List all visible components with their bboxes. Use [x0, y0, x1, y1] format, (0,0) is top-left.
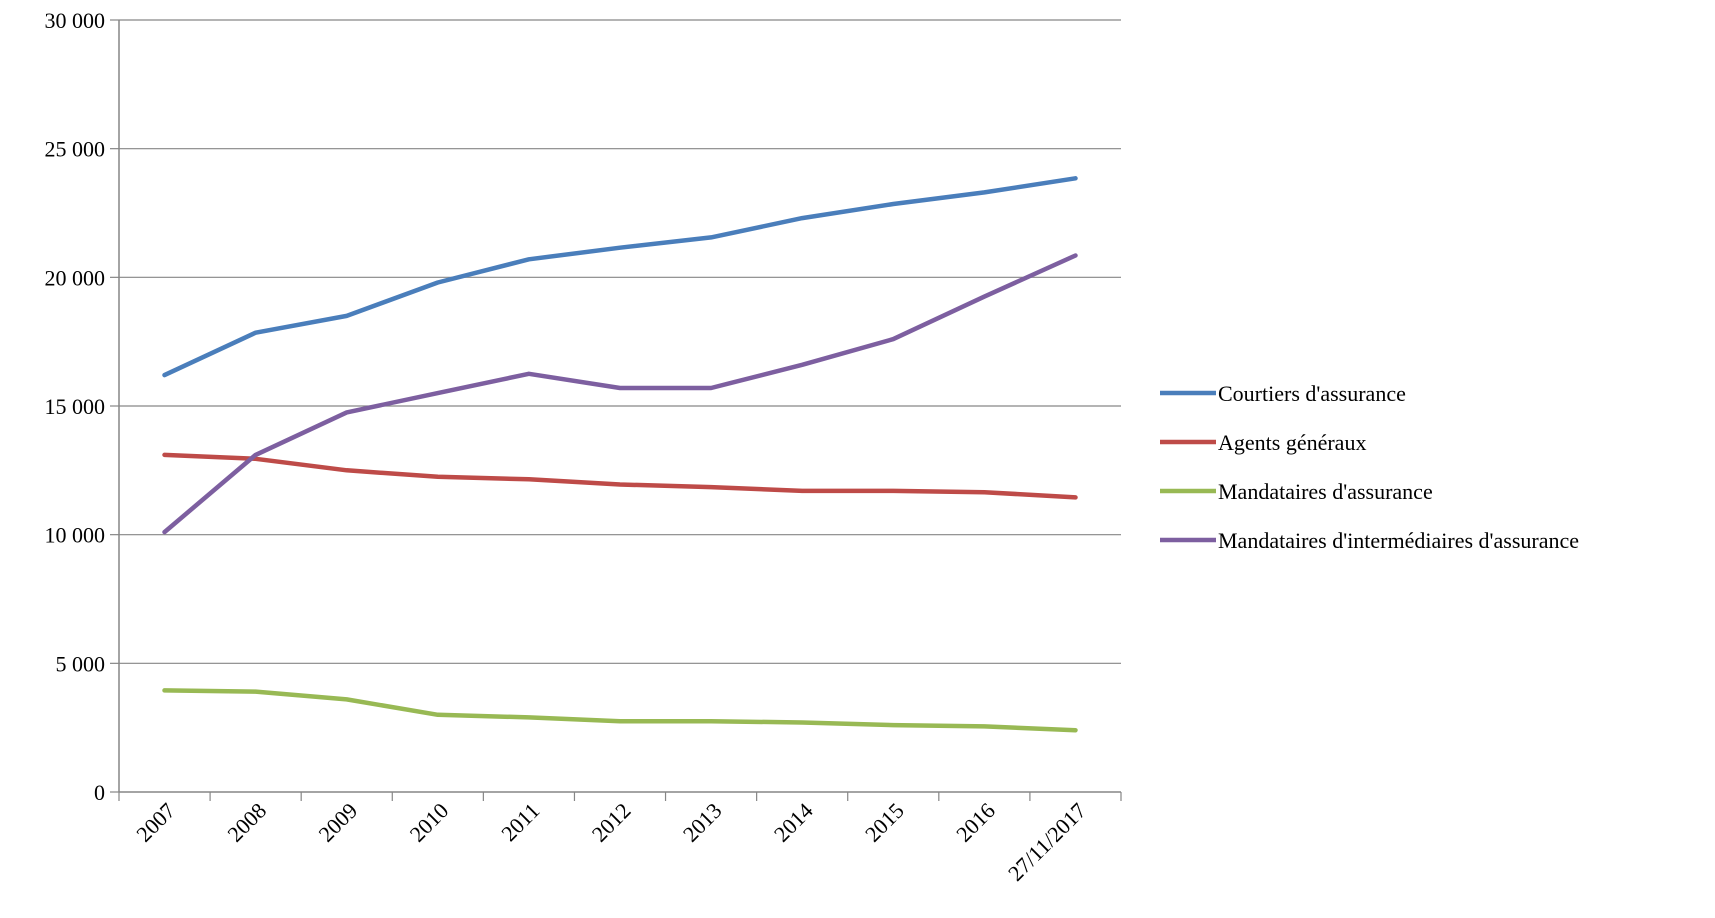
y-tick-label: 0: [94, 780, 105, 805]
y-tick-label: 25 000: [45, 137, 106, 162]
y-tick-label: 10 000: [45, 523, 106, 548]
series-line-4: [162, 253, 1078, 535]
x-tick-label: 2007: [131, 798, 180, 847]
gridlines: [110, 19, 1122, 801]
x-tick-label: 2009: [313, 798, 362, 847]
legend-label-1: Courtiers d'assurance: [1218, 381, 1406, 406]
series-line-2: [162, 452, 1078, 500]
x-tick-label: 2015: [860, 798, 909, 847]
axes: [118, 20, 1121, 793]
legend-label-4: Mandataires d'intermédiaires d'assurance: [1218, 528, 1579, 553]
x-tick-label: 2014: [769, 798, 818, 847]
series-line-1: [162, 176, 1078, 378]
x-tick-label: 2011: [496, 798, 544, 846]
x-tick-label: 2010: [405, 798, 454, 847]
y-tick-label: 30 000: [45, 8, 106, 33]
legend-label-3: Mandataires d'assurance: [1218, 479, 1433, 504]
x-tick-label: 2008: [222, 798, 271, 847]
y-tick-label: 20 000: [45, 265, 106, 290]
series-line-3: [162, 688, 1078, 733]
y-tick-label: 5 000: [56, 651, 106, 676]
x-tick-label: 2013: [678, 798, 727, 847]
x-tick-label: 2016: [951, 798, 1000, 847]
x-tick-label: 2012: [587, 798, 636, 847]
legend: Courtiers d'assurance Agents généraux Mand…: [1160, 381, 1579, 553]
legend-label-2: Agents généraux: [1218, 430, 1366, 455]
series-lines: [162, 176, 1078, 733]
y-tick-labels: 0 5 000 10 000 15 000 20 000 25 000 30 000: [45, 8, 106, 805]
x-tick-label: 27/11/2017: [1003, 798, 1091, 886]
x-tick-labels: 2007 2008 2009 2010 2011 2012 2013 2014 2015 2016…: [131, 798, 1091, 886]
y-tick-label: 15 000: [45, 394, 106, 419]
